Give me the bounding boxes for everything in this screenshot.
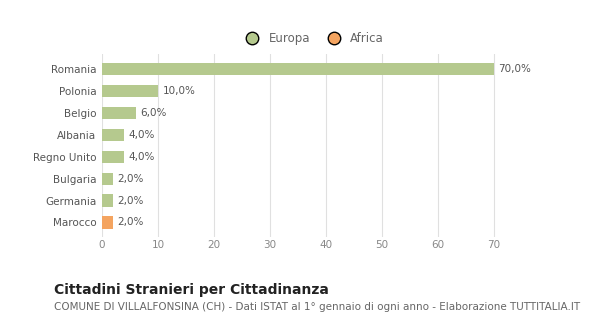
Text: 2,0%: 2,0% [118,173,144,184]
Bar [102,107,136,119]
Text: 2,0%: 2,0% [118,196,144,205]
Bar [102,172,113,185]
Text: 70,0%: 70,0% [499,64,532,74]
Text: 4,0%: 4,0% [129,130,155,140]
Bar [102,85,158,97]
Text: COMUNE DI VILLALFONSINA (CH) - Dati ISTAT al 1° gennaio di ogni anno - Elaborazi: COMUNE DI VILLALFONSINA (CH) - Dati ISTA… [54,302,580,312]
Bar [102,129,124,141]
Legend: Europa, Africa: Europa, Africa [235,28,389,50]
Text: Cittadini Stranieri per Cittadinanza: Cittadini Stranieri per Cittadinanza [54,283,329,297]
Bar [102,195,113,206]
Text: 10,0%: 10,0% [163,86,196,96]
Bar [102,150,124,163]
Bar [102,63,494,75]
Text: 4,0%: 4,0% [129,152,155,162]
Text: 2,0%: 2,0% [118,218,144,228]
Bar [102,216,113,228]
Text: 6,0%: 6,0% [140,108,166,118]
